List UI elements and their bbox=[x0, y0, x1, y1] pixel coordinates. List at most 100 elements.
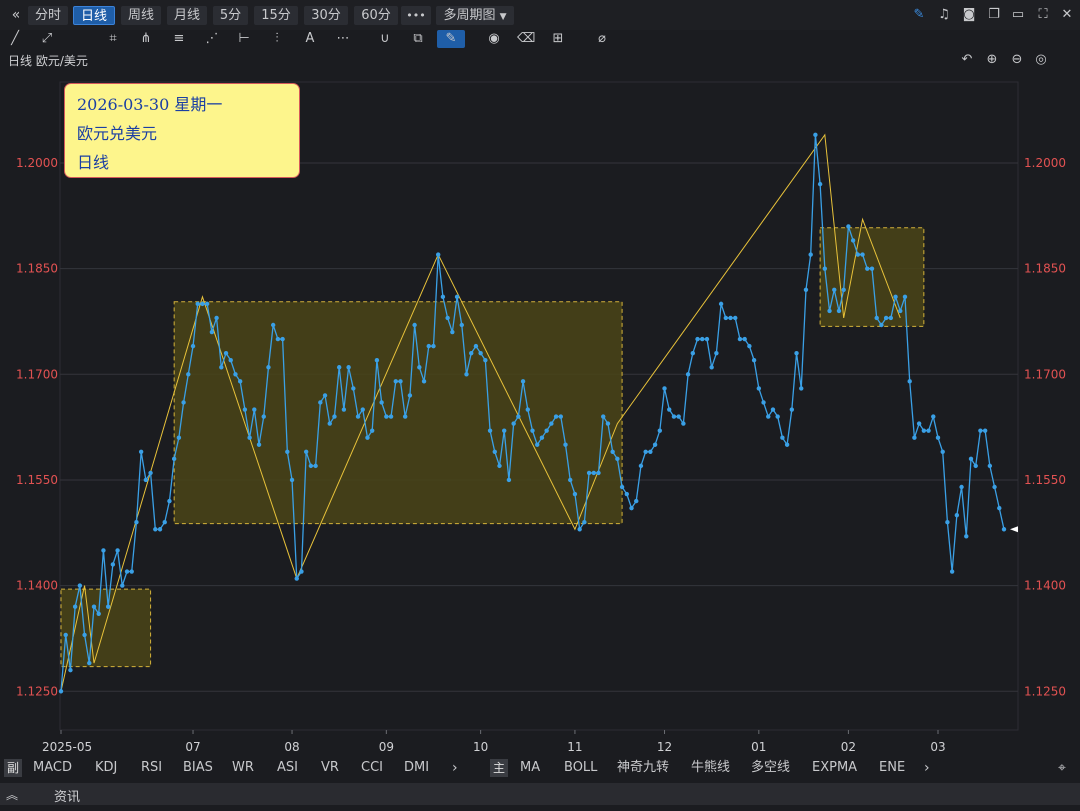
indicator-vr[interactable]: VR bbox=[321, 760, 339, 775]
price-point bbox=[516, 414, 521, 419]
price-point bbox=[799, 386, 804, 391]
price-point bbox=[643, 449, 648, 454]
price-point bbox=[912, 435, 917, 440]
price-point bbox=[535, 442, 540, 447]
settings-icon[interactable]: ◎ bbox=[1035, 52, 1047, 67]
price-point bbox=[440, 294, 446, 300]
price-point bbox=[256, 442, 262, 447]
price-point bbox=[685, 372, 691, 377]
indicator-asi[interactable]: ASI bbox=[277, 760, 298, 775]
close-icon[interactable]: ✕ bbox=[1061, 7, 1073, 22]
news-tab[interactable]: 资讯 bbox=[54, 790, 81, 805]
indicator-bias[interactable]: BIAS bbox=[183, 760, 213, 775]
chevron-right-icon[interactable]: › bbox=[924, 760, 930, 776]
location-pin-icon[interactable]: ⌖ bbox=[1058, 760, 1066, 776]
indicator-ene[interactable]: ENE bbox=[879, 760, 906, 775]
parallel-tool-icon[interactable]: ≡ bbox=[173, 31, 185, 46]
period-button-minute[interactable]: 分时 bbox=[28, 6, 68, 25]
price-point bbox=[987, 463, 993, 469]
price-point bbox=[492, 449, 497, 454]
price-point bbox=[879, 322, 884, 328]
price-point bbox=[577, 527, 582, 532]
magnet-icon[interactable]: ∪ bbox=[380, 31, 390, 46]
indicator-td9[interactable]: 神奇九转 bbox=[617, 760, 670, 775]
pen-icon[interactable]: ✎ bbox=[437, 30, 465, 48]
monitor-icon[interactable]: ▭ bbox=[1011, 7, 1025, 22]
zoom-in-icon[interactable]: ⊕ bbox=[986, 52, 998, 67]
symbol-label: 日线 欧元/美元 bbox=[8, 54, 88, 68]
more-tool-icon[interactable]: ⋯ bbox=[336, 31, 350, 46]
double-chevron-up-icon[interactable]: ︽ bbox=[6, 788, 19, 802]
price-point bbox=[223, 350, 229, 356]
y-tick-label-left: 1.1550 bbox=[16, 473, 58, 487]
price-point bbox=[982, 428, 988, 433]
price-point bbox=[280, 336, 285, 342]
price-point bbox=[303, 449, 309, 454]
crop-tool-icon[interactable]: ⌗ bbox=[109, 31, 117, 46]
price-point bbox=[360, 407, 365, 412]
indicator-ma[interactable]: MA bbox=[520, 760, 541, 775]
line-tool-icon[interactable]: ╱ bbox=[11, 31, 19, 46]
price-point bbox=[629, 505, 634, 511]
price-point bbox=[770, 407, 776, 412]
layout-icon[interactable]: ⊞ bbox=[552, 31, 564, 46]
x-tick-label: 03 bbox=[930, 740, 945, 754]
indicator-macd[interactable]: MACD bbox=[33, 760, 72, 775]
fullscreen-icon[interactable]: ⛶ bbox=[1038, 7, 1048, 22]
trash-icon[interactable]: ⌫ bbox=[517, 31, 536, 46]
indicator-dmi[interactable]: DMI bbox=[404, 760, 430, 775]
indicator-cci[interactable]: CCI bbox=[361, 760, 383, 775]
price-point bbox=[596, 470, 601, 476]
undo-icon[interactable]: ↶ bbox=[961, 52, 973, 67]
period-button-weekly[interactable]: 周线 bbox=[121, 6, 161, 25]
price-point bbox=[332, 414, 337, 419]
period-button-60m[interactable]: 60分 bbox=[354, 6, 398, 25]
y-tick-label-left: 1.1250 bbox=[16, 684, 58, 698]
bell-icon[interactable]: ♫ bbox=[938, 7, 950, 22]
period-button-5m[interactable]: 5分 bbox=[213, 6, 248, 25]
text-tool-icon[interactable]: A bbox=[305, 31, 315, 46]
double-chevron-left-icon[interactable]: « bbox=[11, 7, 21, 23]
indicator-long-short[interactable]: 多空线 bbox=[751, 760, 791, 775]
copy-icon[interactable]: ⧉ bbox=[413, 31, 423, 46]
price-chart[interactable]: 1.2000 1.2000 1.1850 1.1850 1.1700 1.1700 1.15… bbox=[0, 72, 1080, 757]
price-point bbox=[242, 407, 248, 412]
indicator-rsi[interactable]: RSI bbox=[141, 760, 163, 775]
indicator-boll[interactable]: BOLL bbox=[564, 760, 598, 775]
price-point bbox=[186, 372, 191, 377]
ruler-icon[interactable]: ⌀ bbox=[598, 31, 606, 46]
zoom-out-icon[interactable]: ⊖ bbox=[1011, 52, 1023, 67]
more-periods-button[interactable]: ••• bbox=[401, 6, 431, 25]
price-point bbox=[445, 315, 450, 321]
indicator-bull-bear[interactable]: 牛熊线 bbox=[691, 760, 731, 775]
period-button-monthly[interactable]: 月线 bbox=[167, 6, 207, 25]
indicator-expma[interactable]: EXPMA bbox=[812, 760, 858, 775]
eye-icon[interactable]: ◉ bbox=[488, 31, 500, 46]
indicator-wr[interactable]: WR bbox=[232, 760, 254, 775]
copy-window-icon[interactable]: ❐ bbox=[988, 7, 1000, 22]
price-point bbox=[775, 414, 780, 419]
measure-tool-icon[interactable]: ⊢ bbox=[238, 31, 250, 46]
price-point bbox=[346, 365, 351, 370]
pen-edit-icon[interactable]: ✎ bbox=[913, 7, 925, 22]
price-point bbox=[784, 442, 790, 447]
price-point bbox=[388, 414, 394, 419]
period-button-30m[interactable]: 30分 bbox=[304, 6, 348, 25]
price-point bbox=[407, 393, 413, 398]
price-point bbox=[700, 336, 705, 342]
period-button-daily[interactable]: 日线 bbox=[73, 6, 115, 25]
chevron-right-icon[interactable]: › bbox=[452, 760, 458, 776]
caret-down-icon: ▼ bbox=[499, 12, 507, 22]
period-button-15m[interactable]: 15分 bbox=[254, 6, 298, 25]
camera-icon[interactable]: ◙ bbox=[962, 7, 976, 22]
price-point bbox=[294, 576, 299, 581]
fib-tool-icon[interactable]: ⫶ bbox=[275, 31, 279, 46]
fork-tool-icon[interactable]: ⋔ bbox=[140, 31, 152, 46]
y-tick-label-left: 1.2000 bbox=[16, 156, 58, 170]
multi-period-dropdown[interactable]: 多周期图 ▼ bbox=[436, 6, 514, 25]
indicator-kdj[interactable]: KDJ bbox=[95, 760, 118, 775]
price-point bbox=[558, 414, 563, 419]
ray-tool-icon[interactable]: ⤢ bbox=[41, 31, 53, 46]
price-point bbox=[219, 365, 224, 370]
fan-tool-icon[interactable]: ⋰ bbox=[205, 31, 219, 46]
